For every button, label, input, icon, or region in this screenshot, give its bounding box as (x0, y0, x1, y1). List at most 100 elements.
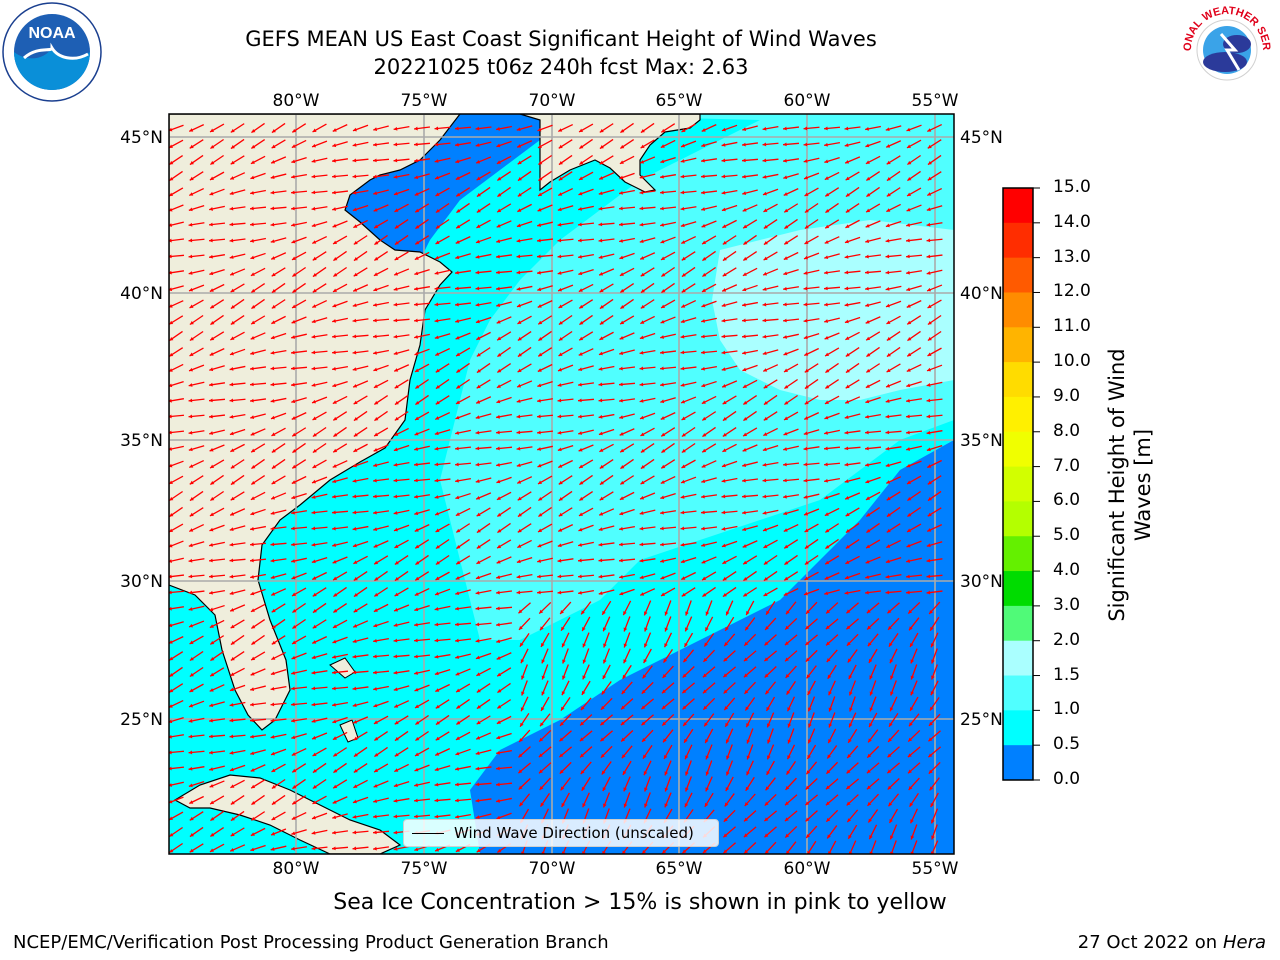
wave-arrow-head (311, 159, 316, 163)
wave-arrow-head (743, 256, 748, 261)
wave-arrow-head (885, 223, 890, 228)
wave-arrow-head (844, 575, 849, 580)
wave-arrow-head (475, 638, 480, 643)
wave-arrow-head (599, 160, 604, 165)
wave-arrow-head (701, 366, 705, 371)
wave-arrow-head (210, 336, 215, 341)
wave-arrow-head (824, 176, 829, 180)
wave-arrow-head (641, 689, 646, 694)
wave-arrow-head (742, 447, 747, 452)
wave-arrow-head (664, 643, 668, 648)
wave-arrow-head (844, 254, 849, 259)
wave-arrow-head (845, 224, 850, 228)
wave-arrow-head (623, 787, 627, 792)
map-subtitle: 20221025 t06z 240h fcst Max: 2.63 (373, 55, 749, 79)
wave-arrow-head (353, 608, 358, 613)
lat-label-left: 40°N (120, 284, 163, 304)
wave-arrow-head (292, 272, 297, 277)
wave-arrow-head (680, 510, 685, 515)
wave-arrow-head (292, 768, 297, 773)
wave-arrow-head (229, 238, 234, 243)
wave-arrow-head (602, 610, 606, 615)
wave-arrow-head (639, 526, 644, 531)
wave-arrow-head (826, 609, 831, 614)
wave-arrow-head (784, 400, 789, 405)
wave-arrow-head (888, 642, 893, 647)
wave-arrow-head (496, 622, 500, 627)
wave-arrow-head (578, 431, 583, 435)
wave-arrow-head (705, 627, 709, 632)
wave-arrow-head (598, 206, 603, 211)
wave-arrow-head (352, 367, 357, 371)
wave-arrow-head (497, 368, 502, 373)
wave-arrow-head (270, 702, 275, 707)
wave-arrow-head (455, 638, 459, 643)
wave-arrow-head (209, 848, 214, 852)
wave-arrow-head (886, 496, 891, 501)
wave-arrow-head (292, 464, 297, 469)
wave-arrow-head (619, 526, 623, 531)
wave-arrow-head (311, 366, 316, 371)
wave-arrow-head (557, 383, 562, 387)
wave-arrow-head (538, 496, 543, 501)
wave-arrow-head (332, 158, 336, 163)
wave-arrow-head (680, 542, 685, 547)
wave-arrow-head (578, 254, 582, 259)
wave-arrow-head (640, 128, 645, 133)
wave-arrow-head (724, 642, 729, 647)
wave-arrow-head (250, 175, 255, 180)
wave-arrow-head (640, 432, 645, 436)
wave-arrow-head (578, 288, 583, 292)
wave-arrow-head (311, 206, 316, 211)
wave-arrow-head (189, 816, 194, 821)
wave-arrow-head (537, 207, 542, 212)
colorbar-tick-label: 0.0 (1053, 769, 1081, 789)
wave-arrow-head (931, 835, 935, 840)
wave-arrow-head (721, 174, 726, 179)
wave-arrow-head (373, 463, 378, 467)
wave-arrow-head (783, 592, 788, 596)
wave-arrow-head (393, 462, 398, 467)
wave-arrow-head (929, 610, 933, 614)
wave-arrow-head (742, 384, 747, 388)
wave-arrow-head (373, 302, 377, 307)
wave-arrow-head (619, 432, 624, 436)
wave-arrow-head (866, 528, 871, 533)
wave-arrow-head (455, 270, 459, 275)
wave-arrow-head (519, 802, 524, 807)
wave-arrow-head (414, 638, 418, 643)
lon-label-top: 55°W (912, 91, 959, 111)
wave-arrow-head (620, 144, 625, 149)
wave-arrow-head (578, 352, 583, 356)
wave-arrow-head (169, 192, 174, 197)
wave-arrow-head (270, 735, 275, 739)
wave-arrow-head (927, 480, 932, 485)
wave-arrow-head (539, 737, 544, 742)
wave-arrow-head (189, 800, 194, 804)
wave-arrow-head (537, 463, 542, 468)
wave-arrow-head (169, 623, 173, 628)
wave-arrow-head (662, 721, 667, 726)
wave-arrow-head (866, 544, 871, 549)
wave-arrow-head (373, 174, 377, 179)
wave-arrow-head (415, 225, 420, 229)
wave-arrow-head (169, 719, 173, 724)
wave-arrow-head (517, 480, 522, 484)
wave-arrow-head (189, 656, 194, 661)
wave-arrow-head (311, 702, 316, 707)
wave-arrow-head (762, 287, 767, 291)
wave-arrow-head (353, 624, 358, 628)
wave-arrow-head (826, 658, 831, 663)
wave-arrow-head (722, 240, 727, 245)
wave-arrow-head (434, 286, 439, 291)
wave-arrow-head (742, 334, 746, 339)
wave-arrow-head (189, 161, 194, 165)
lon-label-top: 70°W (529, 91, 576, 111)
wave-arrow-head (824, 415, 829, 420)
wave-arrow-head (475, 590, 480, 595)
wave-arrow-head (927, 497, 932, 501)
wave-arrow-head (639, 175, 644, 179)
wave-arrow-head (476, 512, 481, 517)
wave-arrow-head (783, 318, 787, 323)
wave-arrow-head (434, 446, 439, 451)
